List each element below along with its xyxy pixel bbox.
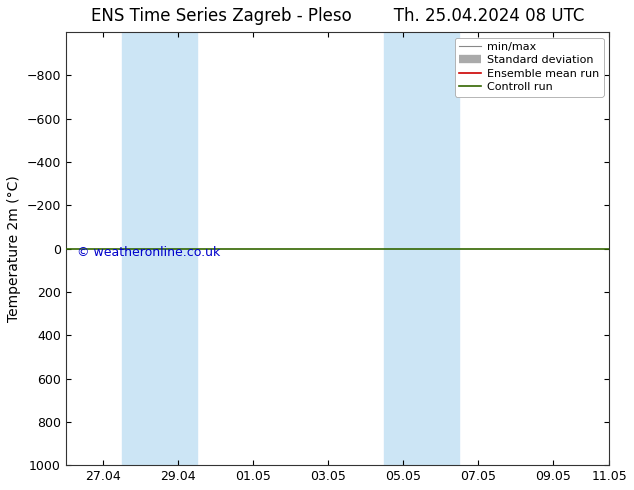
Bar	[122, 32, 197, 465]
Y-axis label: Temperature 2m (°C): Temperature 2m (°C)	[7, 175, 21, 322]
Title: ENS Time Series Zagreb - Pleso        Th. 25.04.2024 08 UTC: ENS Time Series Zagreb - Pleso Th. 25.04…	[91, 7, 584, 25]
Bar	[384, 32, 459, 465]
Legend: min/max, Standard deviation, Ensemble mean run, Controll run: min/max, Standard deviation, Ensemble me…	[455, 38, 604, 97]
Text: © weatheronline.co.uk: © weatheronline.co.uk	[77, 246, 220, 260]
